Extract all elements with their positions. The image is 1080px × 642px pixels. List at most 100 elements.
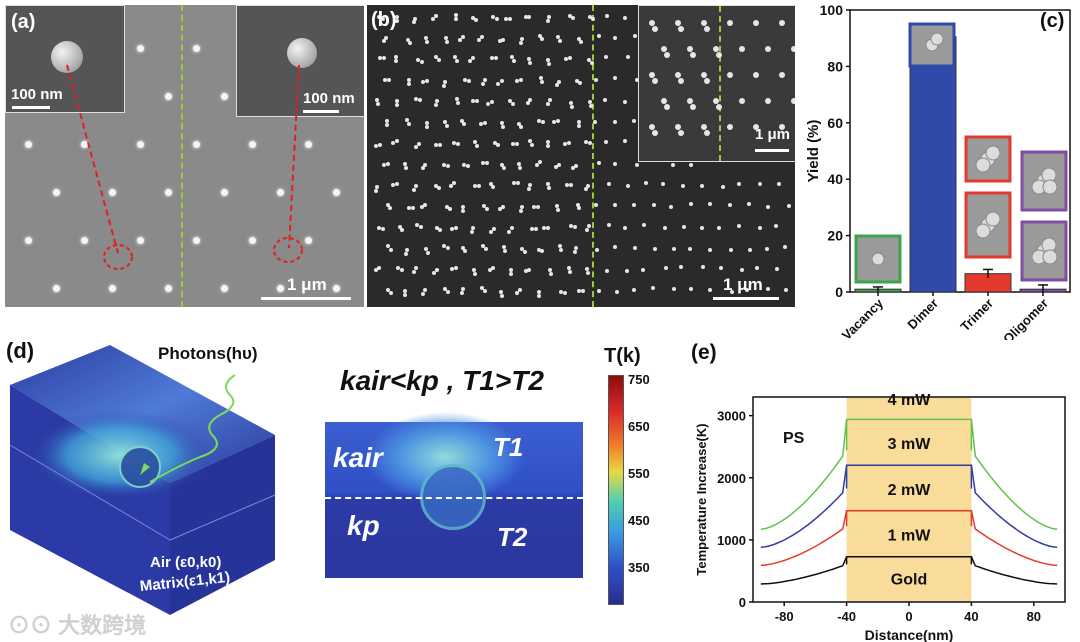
dimer-particle: [536, 247, 541, 252]
dimer-particle: [511, 181, 516, 186]
photon-wave: [149, 374, 236, 483]
particle: [708, 247, 713, 252]
dimer-particle: [496, 81, 501, 86]
dimer-particle: [499, 162, 504, 167]
particle: [701, 72, 707, 78]
dimer-particle: [517, 287, 522, 292]
equation: kair<kp , T1>T2: [340, 365, 544, 396]
dimer-particle: [404, 247, 409, 252]
x-tick-label: Trimer: [957, 296, 996, 335]
panel-b-divider: [592, 5, 594, 307]
colorbar-tick-label: 650: [628, 419, 650, 434]
dimer-particle: [406, 122, 411, 127]
dimer-particle: [480, 161, 485, 166]
dimer-particle: [574, 78, 579, 83]
dimer-particle: [533, 226, 538, 231]
particle: [717, 225, 722, 230]
particle: [700, 225, 705, 230]
air-label: Air (ε0,k0): [150, 554, 221, 571]
particle: [249, 141, 256, 148]
particle: [736, 181, 741, 186]
dimer-particle: [465, 163, 470, 168]
dimer-particle: [391, 140, 396, 145]
dimer-particle: [412, 20, 417, 25]
particle: [701, 20, 707, 26]
dimer-particle: [418, 224, 423, 229]
dimer-particle: [454, 225, 459, 230]
particle-sphere: [985, 145, 1001, 161]
particle: [727, 20, 733, 26]
dimer-particle: [406, 205, 411, 210]
dimer-particle: [437, 185, 442, 190]
x-tick-label: 80: [1027, 609, 1041, 624]
series-label: 4 mW: [888, 392, 932, 409]
particle: [596, 288, 601, 293]
particle: [675, 20, 681, 26]
inset-scale-text: 1 μm: [755, 126, 791, 143]
scale-bar: [303, 110, 339, 113]
particle: [681, 184, 686, 189]
dimer-particle: [441, 162, 446, 167]
dimer-particle: [568, 269, 573, 274]
particle: [137, 237, 144, 244]
dimer-particle: [453, 17, 458, 22]
dimer-particle: [410, 205, 415, 210]
x-axis-label: Distance(nm): [865, 627, 954, 642]
dimer-particle: [546, 14, 551, 19]
dimer-particle: [481, 244, 486, 248]
y-tick-label: 0: [835, 284, 843, 300]
dimer-particle: [510, 141, 515, 146]
particle: [277, 285, 284, 292]
dimer-particle: [445, 245, 450, 250]
dimer-particle: [395, 98, 399, 103]
y-tick-label: 2000: [717, 471, 746, 486]
panel-a: 100 nm 100 nm (a) 1 μm: [5, 5, 364, 307]
particle: [593, 78, 598, 83]
y-tick-label: 100: [820, 2, 844, 18]
particle: [679, 265, 684, 270]
dimer-particle: [482, 288, 487, 293]
particle: [660, 182, 665, 187]
dimer-particle: [568, 224, 573, 229]
box-side: [170, 435, 275, 615]
dimer-particle: [450, 227, 455, 232]
dimer-particle: [423, 35, 428, 40]
x-tick-label: 0: [905, 609, 912, 624]
dimer-particle: [574, 163, 579, 168]
dimer-particle: [540, 248, 545, 253]
dimer-particle: [414, 223, 419, 228]
panel-d-box: Air (ε0,k0) Matrix(ε1,k1): [9, 345, 276, 615]
dimer-particle: [454, 58, 459, 63]
x-tick-label: -40: [837, 609, 856, 624]
particle: [641, 223, 646, 228]
curve-2mw: [760, 464, 1058, 549]
particle: [687, 46, 693, 52]
dimer-particle: [473, 272, 478, 277]
dimer-particle: [448, 207, 453, 212]
dimer-particle: [482, 204, 487, 209]
dimer-particle: [394, 14, 399, 19]
dimer-particle: [443, 120, 448, 125]
dimer-particle: [456, 142, 461, 147]
dimer-particle: [448, 183, 453, 188]
y-tick-label: 80: [827, 58, 843, 74]
particle: [604, 268, 609, 273]
x-tick-label: 40: [964, 609, 978, 624]
particle: [109, 285, 116, 292]
dimer-particle: [484, 246, 489, 251]
particle: [603, 97, 608, 102]
particle: [604, 55, 609, 60]
panel-b-label: (b): [371, 9, 397, 31]
dimer-particle: [542, 225, 547, 230]
dimer-particle: [444, 35, 449, 40]
particle: [728, 203, 733, 208]
scale-bar: [12, 106, 50, 109]
dimer-particle: [484, 207, 489, 212]
dimer-particle: [556, 162, 561, 167]
particle: [783, 245, 788, 250]
dimer-particle: [388, 247, 393, 252]
dimer-particle: [562, 291, 567, 296]
particle: [791, 98, 795, 104]
dimer-particle: [588, 141, 593, 146]
dimer-particle: [496, 143, 501, 148]
